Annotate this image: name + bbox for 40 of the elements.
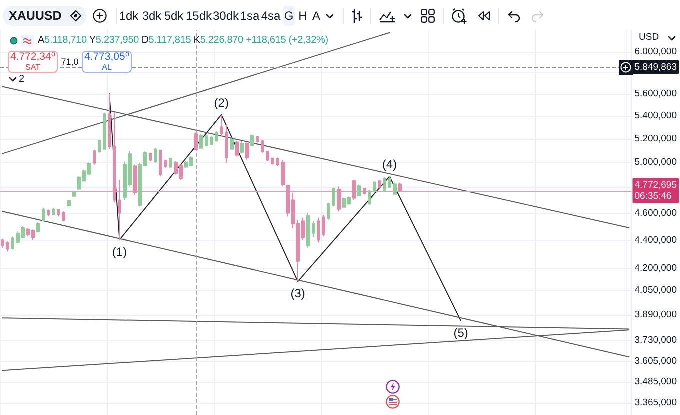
annotation: AL [102, 62, 112, 72]
text: G [284, 8, 294, 24]
text: 1dk [119, 8, 139, 24]
annotation: 71,0 [61, 56, 79, 68]
y-tick-label: 5.200,000 [634, 133, 678, 144]
y-tick-label: 5.600,000 [634, 88, 678, 100]
y-tick-label: 4.200,000 [634, 263, 678, 274]
annotation: (1) [112, 244, 128, 259]
annotation: (4) [382, 158, 398, 172]
text: 3dk [142, 8, 162, 24]
ref-line-label: 4.772,695 06:35:46 [634, 180, 678, 202]
y-tick-label: 5.000,000 [634, 157, 678, 168]
annotation: (3) [290, 286, 306, 301]
y-tick-label: 4.050,000 [634, 285, 678, 296]
text: 5dk [164, 8, 184, 24]
ref-line-label: 5.849,863 [634, 62, 678, 73]
text: 1sa [240, 8, 260, 24]
text: USD [639, 32, 660, 44]
y-tick-label: 4.600,000 [634, 208, 678, 219]
annotation: (5) [454, 326, 468, 340]
chart-title: XAUUSD [9, 8, 62, 24]
y-tick-label: 6.000,000 [634, 46, 678, 58]
text: 30dk [212, 8, 240, 24]
text: 4sa [261, 8, 281, 24]
annotation: 2 [19, 74, 25, 86]
annotation: SAT [26, 62, 40, 72]
annotation: 4.772,34⁰ [10, 50, 56, 64]
y-tick-label: 3.890,000 [634, 310, 678, 321]
text: 15dk [186, 8, 212, 24]
y-tick-label: 5.400,000 [634, 110, 678, 122]
chart-subtitle: A5.118,710 Y5.237,950 D5.117,815 K5.226,870 +118,615 (+2,32%) [38, 35, 328, 46]
text: H [298, 8, 308, 24]
text: A [312, 8, 321, 24]
y-tick-label: 4.400,000 [634, 234, 678, 246]
y-tick-label: 3.485,000 [634, 376, 678, 388]
annotation: 4.773,05⁰ [84, 50, 130, 64]
y-tick-label: 3.365,000 [634, 398, 678, 409]
annotation: (2) [214, 96, 229, 110]
y-tick-label: 3.605,000 [634, 356, 678, 367]
y-tick-label: 3.730,000 [634, 335, 678, 346]
